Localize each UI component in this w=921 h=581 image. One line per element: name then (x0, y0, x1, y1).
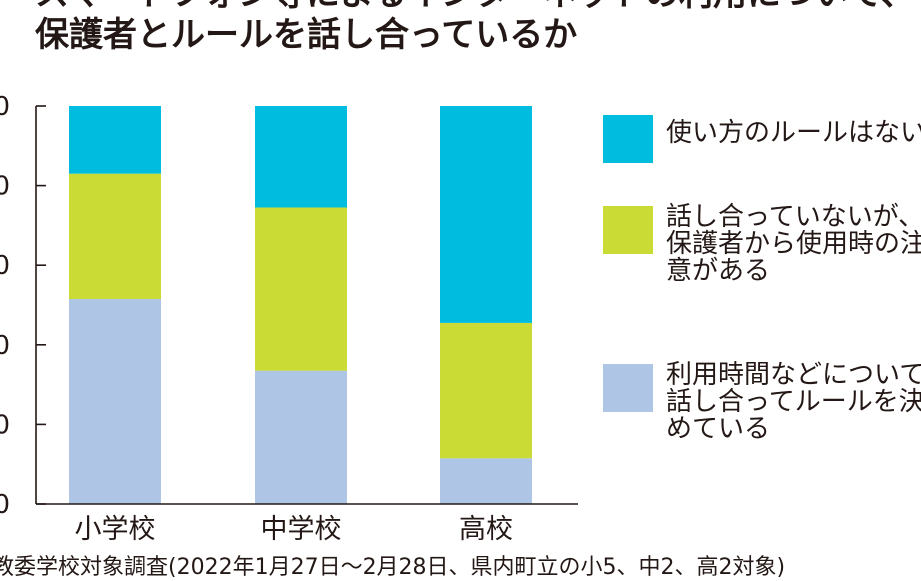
y-tick-label: 40 (0, 331, 10, 361)
title-line-2: 保護者とルールを話し合っているか (35, 15, 578, 55)
bar-segment-rule (255, 370, 347, 504)
y-tick-label: 0 (0, 490, 10, 520)
bar-segment-no_rule (440, 106, 532, 323)
stacked-bar-chart: 0 20 40 60 80 100 小学校 中学校 高校 (0, 92, 578, 545)
bar-segment-caution (440, 322, 532, 459)
title-line-1: スマートフォン等によるインターネットの利用について、 (35, 0, 914, 15)
x-category-label: 中学校 (261, 514, 342, 545)
y-tick-label: 80 (0, 172, 10, 202)
legend-item-no-rule: 使い方のルールはない (603, 115, 921, 163)
y-tick-label: 60 (0, 251, 10, 281)
bar-segment-rule (69, 299, 161, 504)
legend-label-caution: 話し合っていないが、 保護者から使用時の注 意がある (666, 202, 921, 286)
x-category-label: 高校 (459, 514, 513, 545)
legend-item-caution: 話し合っていないが、 保護者から使用時の注 意がある (603, 202, 921, 286)
legend-item-rule: 利用時間などについて 話し合ってルールを決 めている (603, 360, 921, 444)
legend-swatch-caution (603, 206, 653, 254)
bar-segment-rule (440, 458, 532, 504)
source-footnote: 教委学校対象調査(2022年1月27日～2月28日、県内町立の小5、中2、高2対… (0, 555, 786, 580)
bar-segment-caution (255, 207, 347, 371)
legend-swatch-rule (603, 364, 653, 412)
x-category-label: 小学校 (75, 514, 156, 545)
legend-swatch-no-rule (603, 115, 653, 163)
legend-label-no-rule: 使い方のルールはない (666, 118, 921, 148)
bar-segment-no_rule (69, 106, 161, 174)
bar-segment-no_rule (255, 106, 347, 208)
chart-title: スマートフォン等によるインターネットの利用について、 保護者とルールを話し合って… (35, 0, 914, 56)
y-tick-label: 20 (0, 410, 10, 440)
bar-segment-caution (69, 173, 161, 300)
y-tick-label: 100 (0, 92, 10, 122)
legend-label-rule: 利用時間などについて 話し合ってルールを決 めている (666, 360, 921, 444)
